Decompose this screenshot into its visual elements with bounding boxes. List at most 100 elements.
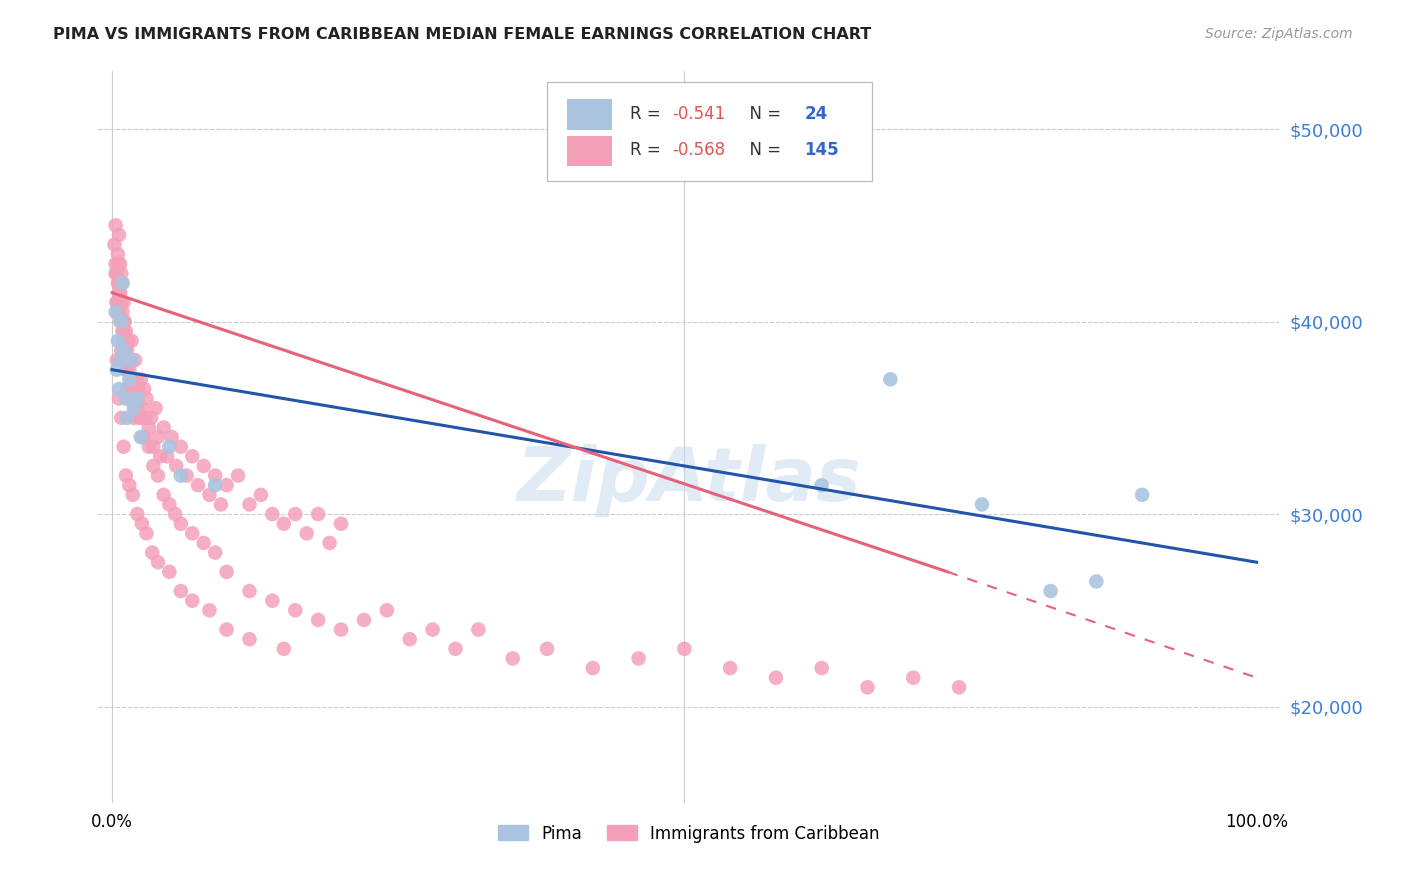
Point (115, 382, 138, 396)
Point (105, 267, 128, 281)
Point (127, 382, 149, 396)
Point (765, 671, 787, 685)
Point (226, 468, 249, 483)
Point (131, 401, 153, 416)
Point (112, 295, 135, 310)
Point (193, 458, 215, 473)
Point (181, 450, 204, 464)
Point (170, 440, 193, 454)
Point (114, 343, 136, 358)
Point (108, 353, 131, 368)
Point (718, 661, 741, 675)
Point (215, 565, 238, 579)
Text: R =: R = (630, 141, 666, 160)
Text: -0.541: -0.541 (672, 104, 725, 123)
Point (111, 276, 134, 290)
Point (262, 593, 284, 607)
Point (181, 526, 204, 541)
Point (176, 468, 198, 483)
Point (105, 295, 128, 310)
Point (134, 430, 156, 444)
Point (108, 305, 131, 319)
Point (135, 526, 157, 541)
Point (284, 603, 307, 617)
Point (948, 681, 970, 695)
Point (273, 516, 295, 531)
Point (128, 410, 150, 425)
Point (204, 478, 226, 492)
Point (970, 498, 993, 512)
Point (170, 584, 193, 599)
Point (110, 267, 132, 281)
Point (108, 227, 131, 242)
Point (138, 440, 160, 454)
Point (120, 353, 142, 368)
Point (104, 305, 127, 319)
Point (141, 545, 163, 559)
Point (156, 450, 179, 464)
Text: Source: ZipAtlas.com: Source: ZipAtlas.com (1205, 27, 1353, 41)
Point (121, 353, 143, 368)
Text: 24: 24 (804, 104, 828, 123)
Point (111, 334, 134, 348)
Point (127, 392, 149, 406)
Point (121, 372, 143, 386)
Point (124, 401, 146, 416)
Point (111, 276, 134, 290)
Point (103, 237, 125, 252)
Point (104, 257, 127, 271)
Point (107, 334, 129, 348)
Point (879, 372, 901, 386)
Point (122, 401, 145, 416)
Point (209, 498, 232, 512)
Point (110, 315, 132, 329)
Point (1039, 584, 1062, 599)
Text: 145: 145 (804, 141, 839, 160)
Point (307, 613, 329, 627)
Point (129, 372, 152, 386)
Point (170, 468, 193, 483)
Point (112, 440, 135, 454)
Point (115, 324, 138, 338)
Point (132, 430, 155, 444)
Point (108, 257, 131, 271)
Point (121, 372, 143, 386)
Point (135, 392, 157, 406)
Point (149, 450, 172, 464)
Point (444, 641, 467, 656)
Point (330, 516, 353, 531)
Point (157, 440, 180, 454)
Point (134, 382, 156, 396)
Point (115, 410, 138, 425)
Point (114, 343, 136, 358)
Point (114, 315, 136, 329)
Point (157, 498, 180, 512)
Point (204, 545, 226, 559)
Point (250, 488, 273, 502)
Legend: Pima, Immigrants from Caribbean: Pima, Immigrants from Caribbean (491, 818, 887, 849)
Point (110, 295, 132, 310)
Text: R =: R = (630, 104, 666, 123)
Point (110, 315, 132, 329)
Point (238, 498, 260, 512)
Point (112, 315, 135, 329)
Point (105, 362, 128, 376)
Point (104, 267, 127, 281)
Point (238, 584, 260, 599)
Point (115, 392, 138, 406)
Point (502, 651, 524, 665)
Point (273, 641, 295, 656)
Point (198, 603, 221, 617)
Point (810, 478, 832, 492)
Point (627, 651, 650, 665)
Point (110, 410, 132, 425)
Point (138, 420, 160, 434)
Point (238, 632, 260, 647)
Point (181, 593, 204, 607)
Text: N =: N = (738, 104, 786, 123)
Point (1130, 488, 1153, 502)
Point (107, 247, 129, 261)
Point (115, 362, 138, 376)
Point (422, 623, 444, 637)
Point (139, 410, 162, 425)
